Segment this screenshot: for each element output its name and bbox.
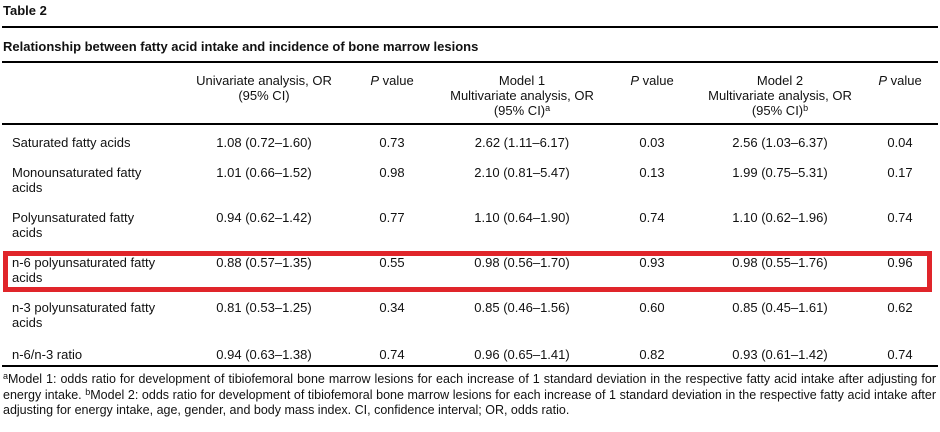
row-label: Monounsaturated fatty acids — [12, 165, 142, 195]
table-footnote: aModel 1: odds ratio for development of … — [2, 372, 938, 419]
univariate-or-value: 0.94 (0.63–1.38) — [216, 347, 312, 362]
header-line: Multivariate analysis, OR — [450, 88, 594, 103]
header-line: (95% CI)b — [696, 103, 864, 118]
table-row: n-3 polyunsaturated fatty acids 0.81 (0.… — [2, 285, 938, 330]
col-header-model2: Model 2 Multivariate analysis, OR (95% C… — [696, 73, 864, 118]
p-value-model2: 0.74 — [887, 347, 913, 362]
table-row: Monounsaturated fatty acids 1.01 (0.66–1… — [2, 150, 938, 195]
col-header-model1: Model 1 Multivariate analysis, OR (95% C… — [436, 73, 608, 118]
p-value-univariate: 0.77 — [379, 210, 405, 225]
header-line: Multivariate analysis, OR — [708, 88, 852, 103]
table-row: Polyunsaturated fatty acids 0.94 (0.62–1… — [2, 195, 938, 240]
rule-under-table-label — [2, 26, 938, 28]
p-value-univariate: 0.74 — [379, 347, 405, 362]
footnote-sup-b: b — [85, 386, 91, 397]
model1-or-value: 2.62 (1.11–6.17) — [474, 135, 570, 150]
row-label: n-6 polyunsaturated fatty acids — [12, 255, 156, 285]
p-value-model1: 0.93 — [639, 255, 665, 270]
model2-or-value: 1.99 (0.75–5.31) — [732, 165, 828, 180]
footnote-marker-a: a — [545, 103, 551, 113]
p-rest: value — [378, 73, 414, 88]
rule-bottom — [2, 365, 938, 367]
table-row: n-6/n-3 ratio 0.94 (0.63–1.38) 0.74 0.96… — [2, 330, 938, 365]
model1-or-value: 0.96 (0.65–1.41) — [474, 347, 570, 362]
univariate-or-value: 1.01 (0.66–1.52) — [216, 165, 312, 180]
table-header-row: Univariate analysis, OR (95% CI) P value… — [2, 63, 938, 123]
header-line: Univariate analysis, OR — [196, 73, 332, 88]
model1-or-value: 0.85 (0.46–1.56) — [474, 300, 570, 315]
table-label: Table 2 — [3, 3, 47, 18]
p-value-model1: 0.60 — [639, 300, 665, 315]
p-italic: P — [630, 73, 639, 88]
row-label: n-3 polyunsaturated fatty acids — [12, 300, 156, 330]
p-rest: value — [886, 73, 922, 88]
p-value-univariate: 0.55 — [379, 255, 405, 270]
p-value-model1: 0.03 — [639, 135, 665, 150]
p-rest: value — [638, 73, 674, 88]
footnote-text-model2: Model 2: odds ratio for development of t… — [3, 387, 937, 418]
univariate-or-value: 0.81 (0.53–1.25) — [216, 300, 312, 315]
col-header-univariate: Univariate analysis, OR (95% CI) — [180, 73, 348, 118]
p-value-model2: 0.74 — [887, 210, 913, 225]
table-body: Saturated fatty acids 1.08 (0.72–1.60) 0… — [2, 125, 938, 365]
p-value-model2: 0.62 — [887, 300, 913, 315]
p-value-model1: 0.74 — [639, 210, 665, 225]
p-value-model1: 0.82 — [639, 347, 665, 362]
model2-or-value: 0.93 (0.61–1.42) — [732, 347, 828, 362]
col-header-pvalue-model2: P value — [864, 73, 936, 118]
table-title: Relationship between fatty acid intake a… — [3, 39, 479, 54]
col-header-pvalue-model1: P value — [608, 73, 696, 118]
p-value-model1: 0.13 — [639, 165, 665, 180]
model1-or-value: 2.10 (0.81–5.47) — [474, 165, 570, 180]
univariate-or-value: 0.88 (0.57–1.35) — [216, 255, 312, 270]
univariate-or-value: 1.08 (0.72–1.60) — [216, 135, 312, 150]
p-value-univariate: 0.98 — [379, 165, 405, 180]
table-row: Saturated fatty acids 1.08 (0.72–1.60) 0… — [2, 125, 938, 150]
p-italic: P — [370, 73, 379, 88]
model2-or-value: 0.98 (0.55–1.76) — [732, 255, 828, 270]
univariate-or-value: 0.94 (0.62–1.42) — [216, 210, 312, 225]
header-line: (95% CI) — [238, 88, 290, 103]
rule-under-title — [2, 61, 938, 63]
footnote-sup-a: a — [3, 371, 9, 381]
row-label: Polyunsaturated fatty acids — [12, 210, 135, 240]
row-label: n-6/n-3 ratio — [12, 347, 83, 362]
p-value-model2: 0.04 — [887, 135, 913, 150]
header-line: Model 1 — [498, 73, 546, 88]
model2-or-value: 1.10 (0.62–1.96) — [732, 210, 828, 225]
p-value-univariate: 0.34 — [379, 300, 405, 315]
p-value-model2: 0.17 — [887, 165, 913, 180]
p-value-model2: 0.96 — [887, 255, 913, 270]
col-header-empty — [2, 73, 180, 118]
header-line: Model 2 — [756, 73, 804, 88]
model1-or-value: 0.98 (0.56–1.70) — [474, 255, 570, 270]
model2-or-value: 2.56 (1.03–6.37) — [732, 135, 828, 150]
p-italic: P — [878, 73, 887, 88]
row-label: Saturated fatty acids — [12, 135, 131, 150]
header-ci: (95% CI) — [751, 103, 804, 118]
table-row: n-6 polyunsaturated fatty acids 0.88 (0.… — [2, 240, 938, 292]
model2-or-value: 0.85 (0.45–1.61) — [732, 300, 828, 315]
col-header-pvalue-univariate: P value — [348, 73, 436, 118]
header-ci: (95% CI) — [493, 103, 546, 118]
model1-or-value: 1.10 (0.64–1.90) — [474, 210, 570, 225]
rule-under-header — [2, 123, 938, 125]
header-line: (95% CI)a — [436, 103, 608, 118]
footnote-text-model1: Model 1: odds ratio for development of t… — [3, 372, 936, 402]
p-value-univariate: 0.73 — [379, 135, 405, 150]
footnote-marker-b: b — [803, 103, 809, 113]
